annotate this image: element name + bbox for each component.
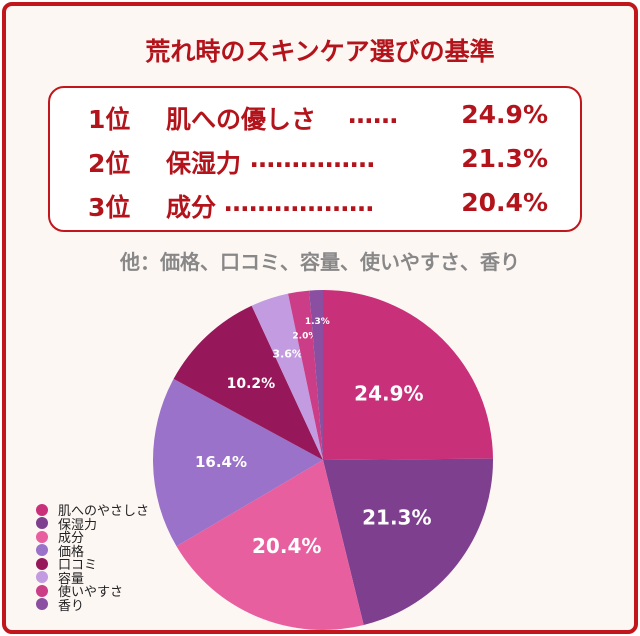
legend-swatch — [36, 530, 48, 543]
legend-swatch — [36, 571, 48, 584]
pie-slice — [176, 460, 364, 630]
rank-position: 3位 — [88, 193, 131, 222]
data-label: 10.2% — [227, 376, 276, 392]
ranking-row: 3位 成分 ……………… 20.4% — [88, 188, 548, 224]
legend-swatch — [36, 557, 48, 570]
pie-slice — [323, 290, 493, 460]
legend-item: 保湿力 — [36, 517, 149, 533]
page-title: 荒れ時のスキンケア選びの基準 — [145, 37, 495, 66]
data-label: 21.3% — [362, 505, 431, 529]
legend-item: 香り — [36, 598, 149, 614]
legend-label: 口コミ — [58, 558, 98, 574]
pie-slice — [323, 458, 494, 626]
legend-swatch — [36, 503, 48, 516]
legend-swatch — [36, 517, 48, 530]
legend: 肌へのやさしさ 保湿力 成分 価格 口コミ 容量 使いやすさ 香り — [36, 503, 150, 614]
legend-item: 使いやすさ — [36, 584, 149, 601]
rank-position: 1位 — [88, 105, 131, 134]
legend-item: 成分 — [36, 530, 149, 547]
data-label: 1.3% — [305, 317, 330, 327]
data-label: 20.4% — [252, 534, 321, 558]
rank-name: 肌への優しさ — [166, 105, 317, 134]
legend-swatch — [36, 584, 48, 597]
pie-slice — [309, 290, 323, 460]
rank-dots: …………… — [250, 144, 375, 173]
rank-dots: ……………… — [224, 188, 374, 217]
legend-label: 使いやすさ — [58, 585, 124, 601]
rank-name: 成分 — [166, 193, 217, 222]
ranking-box: 1位 肌への優しさ …… 24.9% 2位 保湿力 …………… 21.3% 3位… — [48, 86, 582, 232]
legend-swatch — [36, 598, 48, 611]
rank-percent: 21.3% — [461, 144, 548, 173]
legend-label: 価格 — [58, 544, 85, 560]
pie-slice — [173, 305, 323, 460]
data-label: 3.6% — [272, 347, 303, 360]
pie-slice — [288, 290, 323, 460]
legend-item: 口コミ — [36, 557, 149, 574]
data-label: 24.9% — [354, 382, 423, 406]
legend-label: 成分 — [58, 531, 85, 547]
legend-swatch — [36, 544, 48, 557]
legend-label: 香り — [58, 598, 85, 614]
legend-item: 容量 — [36, 571, 149, 587]
others-text: 他：価格、口コミ、容量、使いやすさ、香り — [120, 250, 520, 274]
legend-item: 肌へのやさしさ — [36, 503, 150, 520]
pie-slice — [251, 293, 323, 460]
legend-label: 容量 — [58, 571, 85, 587]
data-label: 16.4% — [195, 453, 247, 471]
rank-name: 保湿力 — [166, 149, 242, 178]
rank-percent: 24.9% — [461, 100, 548, 129]
ranking-row: 1位 肌への優しさ …… 24.9% — [88, 100, 548, 136]
legend-item: 価格 — [36, 544, 149, 560]
legend-label: 保湿力 — [58, 517, 98, 533]
ranking-row: 2位 保湿力 …………… 21.3% — [88, 144, 548, 180]
data-label: 2.0% — [292, 332, 317, 342]
rank-position: 2位 — [88, 149, 131, 178]
pie-slice — [152, 378, 323, 547]
rank-dots: …… — [348, 100, 398, 129]
rank-percent: 20.4% — [461, 188, 548, 217]
legend-label: 肌へのやさしさ — [58, 504, 150, 520]
